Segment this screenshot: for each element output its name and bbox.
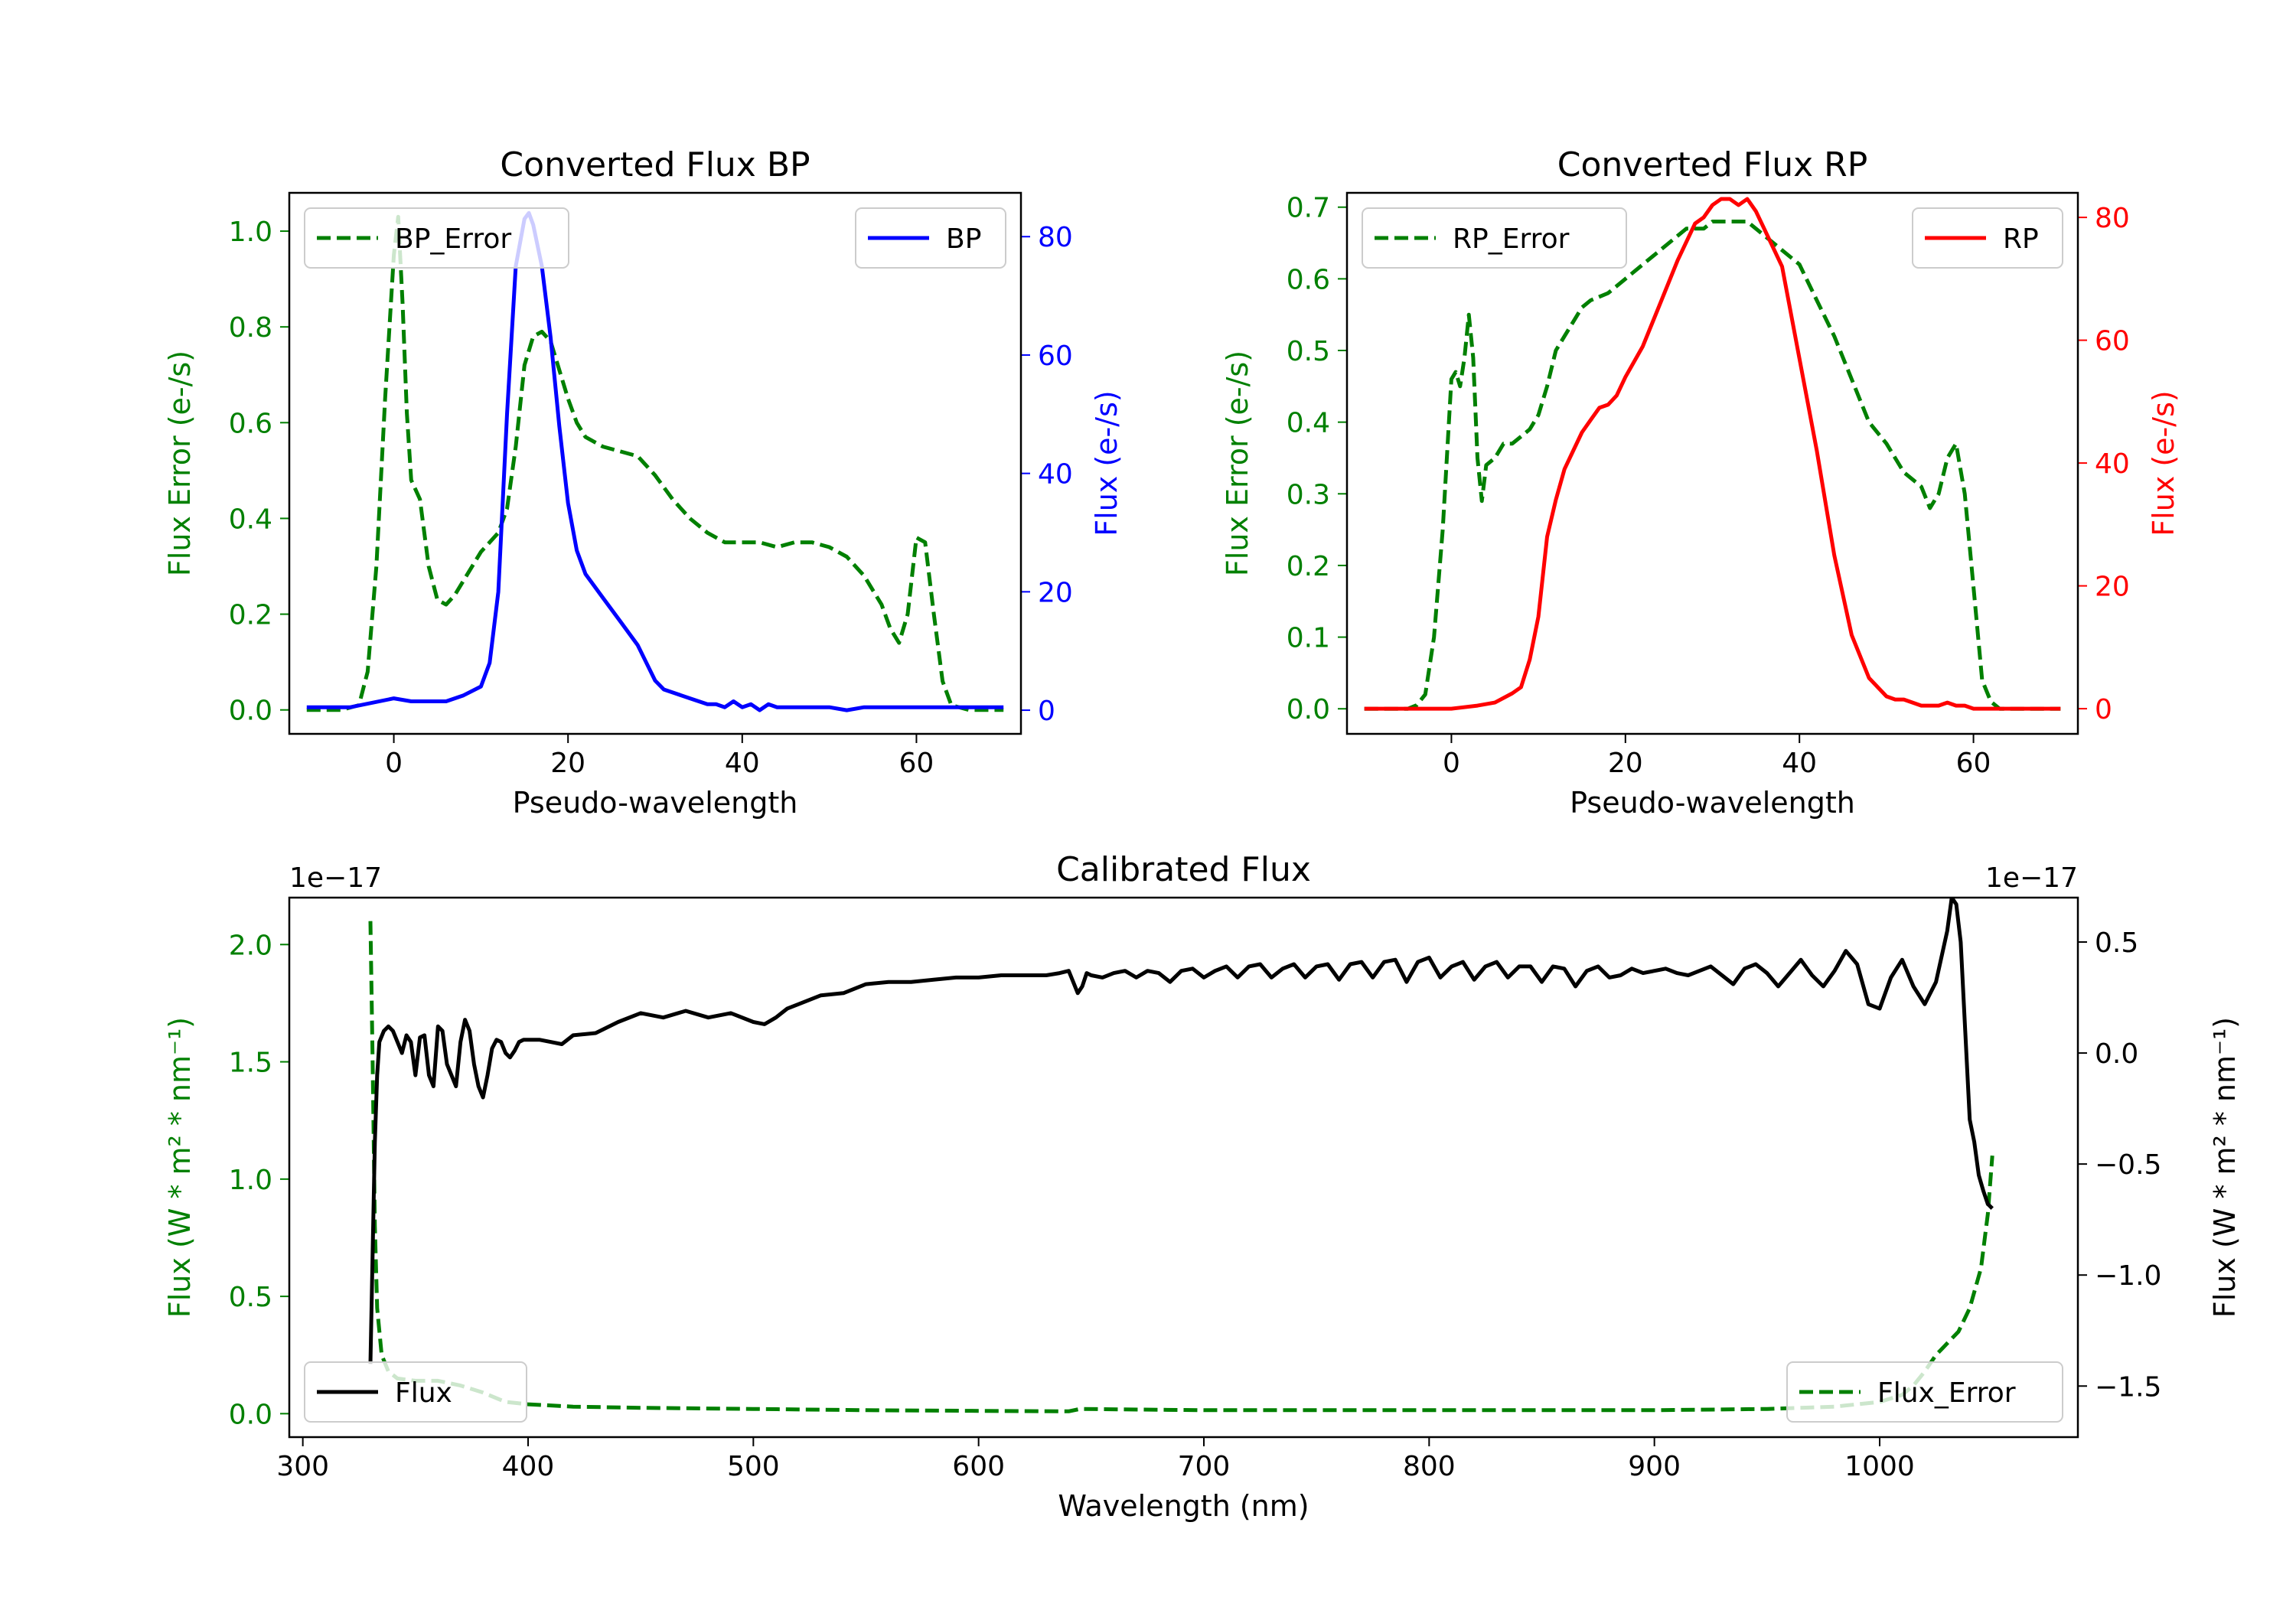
x-tick-label: 1000: [1844, 1451, 1915, 1482]
x-tick-label: 20: [550, 748, 585, 779]
legend-label: RP: [2003, 223, 2039, 255]
plot-frame: [288, 896, 2079, 1439]
x-tick-label: 400: [502, 1451, 555, 1482]
legend-label: BP_Error: [395, 223, 511, 255]
y-left-tick-label: 2.0: [229, 930, 272, 961]
y-left-tick-label: 0.2: [229, 600, 272, 631]
y-left-tick-label: 0.0: [229, 696, 272, 727]
y-right-tick-label: 0: [2095, 694, 2112, 725]
y-right-tick-label: 0: [1038, 696, 1055, 727]
y-right-tick-label: 0.5: [2095, 927, 2138, 959]
series-line-bp: [306, 210, 1004, 712]
y-right-offset-label: 1e−17: [1985, 862, 2078, 894]
series-line-rp: [1364, 197, 2061, 711]
x-tick-label: 0: [385, 748, 403, 779]
x-tick-label: 500: [727, 1451, 780, 1482]
y-right-axis-label: Flux (W * m² * nm⁻¹): [2208, 1017, 2242, 1318]
legend-label: RP_Error: [1453, 223, 1570, 255]
y-right-axis-label: Flux (e-/s): [2147, 390, 2180, 536]
legend-box: [304, 1361, 527, 1423]
y-left-tick-label: 0.0: [1287, 694, 1330, 725]
x-tick-label: 800: [1403, 1451, 1456, 1482]
x-tick-label: 700: [1178, 1451, 1231, 1482]
legend-bp: BP: [855, 207, 1006, 269]
chart-2: Calibrated Flux 300 400 500 600 700 800 900 1000…: [163, 850, 2242, 1523]
y-left-tick-label: 0.5: [1287, 336, 1330, 367]
y-right-tick-label: 60: [1038, 341, 1073, 372]
legend-rp: RP: [1912, 207, 2063, 269]
x-tick-label: 300: [276, 1451, 329, 1482]
chart-0: Converted Flux BP 0 20 40 60 0.0 0.2 0.4 0.6 0.8 1…: [163, 145, 1124, 820]
legend-bp-error: BP_Error: [304, 207, 569, 269]
x-axis-label: Pseudo-wavelength: [1570, 786, 1855, 820]
y-left-tick-label: 1.5: [229, 1048, 272, 1079]
x-tick-label: 40: [725, 748, 760, 779]
x-tick-label: 900: [1628, 1451, 1681, 1482]
legend-label: BP: [946, 223, 981, 255]
x-tick-label: 60: [1956, 748, 1991, 779]
y-left-tick-label: 0.4: [1287, 408, 1330, 439]
chart-title: Calibrated Flux: [1056, 850, 1311, 889]
y-left-tick-label: 0.1: [1287, 623, 1330, 654]
series-line-bp-error: [306, 214, 1004, 712]
y-left-tick-label: 0.5: [229, 1282, 272, 1313]
legend-flux: Flux: [304, 1361, 527, 1423]
x-axis-label: Wavelength (nm): [1058, 1489, 1309, 1523]
y-left-tick-label: 0.0: [229, 1399, 272, 1430]
chart-title: Converted Flux BP: [500, 145, 810, 184]
y-right-axis-label: Flux (e-/s): [1090, 390, 1124, 536]
x-axis-label: Pseudo-wavelength: [513, 786, 798, 820]
legend-label: Flux: [395, 1377, 452, 1409]
x-tick-label: 60: [899, 748, 934, 779]
y-left-axis-label: Flux Error (e-/s): [1221, 350, 1254, 576]
series-group: [306, 210, 1004, 712]
series-line-rp-error: [1364, 220, 2061, 711]
x-tick-label: 600: [952, 1451, 1005, 1482]
y-right-tick-label: 20: [1038, 577, 1073, 608]
y-right-tick-label: 80: [1038, 222, 1073, 253]
plot-frame: [1345, 191, 2079, 735]
y-right-tick-label: −0.5: [2095, 1149, 2161, 1181]
y-left-tick-label: 1.0: [229, 217, 272, 248]
legend-flux-error: Flux_Error: [1786, 1361, 2063, 1423]
legend-box: [1786, 1361, 2063, 1423]
y-right-tick-label: −1.0: [2095, 1260, 2161, 1292]
y-left-axis-label: Flux (W * m² * nm⁻¹): [163, 1017, 197, 1318]
y-right-tick-label: 20: [2095, 572, 2130, 603]
y-left-tick-label: 0.3: [1287, 479, 1330, 510]
y-left-tick-label: 0.4: [229, 504, 272, 535]
legend-box: [855, 207, 1006, 269]
x-tick-label: 20: [1608, 748, 1643, 779]
y-left-tick-label: 0.6: [229, 408, 272, 439]
series-group: [1364, 197, 2061, 711]
legend-label: Flux_Error: [1877, 1377, 2016, 1409]
legend-box: [304, 207, 569, 269]
x-tick-label: 0: [1443, 748, 1460, 779]
legend-rp-error: RP_Error: [1362, 207, 1627, 269]
y-right-tick-label: 80: [2095, 203, 2130, 234]
y-right-tick-label: 60: [2095, 326, 2130, 357]
y-left-tick-label: 0.6: [1287, 264, 1330, 295]
y-left-tick-label: 0.2: [1287, 551, 1330, 582]
y-left-tick-label: 0.8: [229, 312, 272, 344]
plot-frame: [288, 191, 1022, 735]
y-right-tick-label: 0.0: [2095, 1038, 2138, 1070]
y-left-tick-label: 0.7: [1287, 193, 1330, 224]
y-right-tick-label: 40: [2095, 448, 2130, 480]
chart-1: Converted Flux RP 0 20 40 60 0.0 0.1 0.2 0.3 0.4 0…: [1221, 145, 2180, 820]
y-left-tick-label: 1.0: [229, 1165, 272, 1196]
chart-title: Converted Flux RP: [1557, 145, 1868, 184]
x-tick-label: 40: [1782, 748, 1817, 779]
legend-box: [1362, 207, 1627, 269]
y-left-offset-label: 1e−17: [289, 862, 382, 894]
legend-box: [1912, 207, 2063, 269]
y-right-tick-label: 40: [1038, 459, 1073, 491]
series-line-flux: [368, 898, 1994, 1364]
y-right-tick-label: −1.5: [2095, 1371, 2161, 1403]
y-left-axis-label: Flux Error (e-/s): [163, 350, 197, 576]
